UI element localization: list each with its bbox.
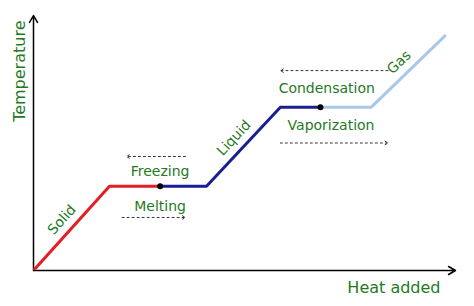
svg-text:Condensation: Condensation <box>279 80 375 96</box>
svg-text:Solid: Solid <box>44 201 79 237</box>
svg-text:Vaporization: Vaporization <box>288 117 375 133</box>
svg-text:Heat added: Heat added <box>347 278 440 297</box>
svg-text:Temperature: Temperature <box>10 21 29 123</box>
svg-text:Gas: Gas <box>383 47 413 77</box>
svg-text:Melting: Melting <box>134 198 186 214</box>
svg-text:Liquid: Liquid <box>213 117 254 159</box>
svg-text:Freezing: Freezing <box>131 163 190 179</box>
